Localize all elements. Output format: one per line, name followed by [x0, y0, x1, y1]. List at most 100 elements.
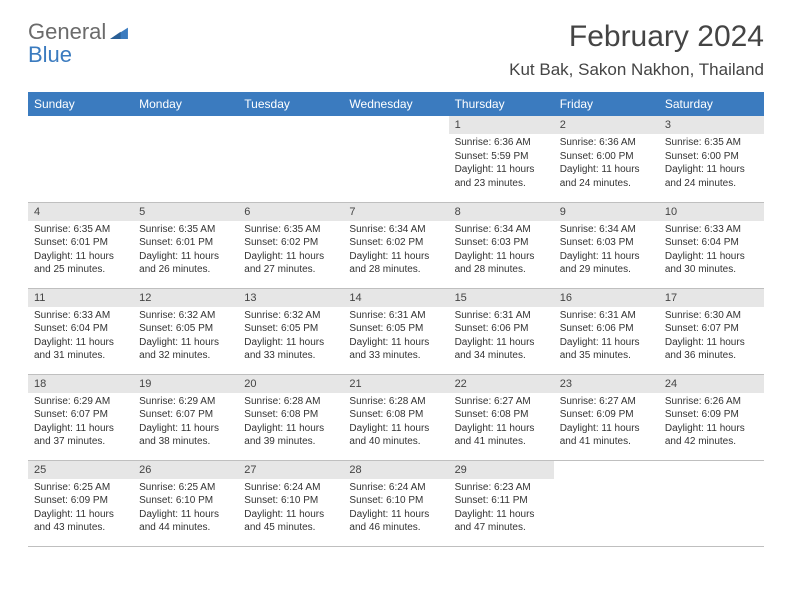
- day-details: Sunrise: 6:34 AMSunset: 6:02 PMDaylight:…: [343, 221, 448, 281]
- day-number: 8: [449, 203, 554, 221]
- sunset-text: Sunset: 6:04 PM: [34, 322, 127, 336]
- calendar-cell: 12Sunrise: 6:32 AMSunset: 6:05 PMDayligh…: [133, 288, 238, 374]
- calendar-cell: [238, 116, 343, 202]
- sunrise-text: Sunrise: 6:31 AM: [349, 309, 442, 323]
- calendar-cell: 10Sunrise: 6:33 AMSunset: 6:04 PMDayligh…: [659, 202, 764, 288]
- calendar-cell: 3Sunrise: 6:35 AMSunset: 6:00 PMDaylight…: [659, 116, 764, 202]
- daylight-text: Daylight: 11 hours and 28 minutes.: [349, 250, 442, 277]
- calendar-cell: 23Sunrise: 6:27 AMSunset: 6:09 PMDayligh…: [554, 374, 659, 460]
- calendar-cell: 7Sunrise: 6:34 AMSunset: 6:02 PMDaylight…: [343, 202, 448, 288]
- weekday-saturday: Saturday: [659, 92, 764, 116]
- sunrise-text: Sunrise: 6:28 AM: [244, 395, 337, 409]
- day-number: 4: [28, 203, 133, 221]
- logo-text-blue: Blue: [28, 42, 72, 67]
- sunset-text: Sunset: 6:01 PM: [34, 236, 127, 250]
- sunrise-text: Sunrise: 6:34 AM: [560, 223, 653, 237]
- day-number: 10: [659, 203, 764, 221]
- calendar-cell: 5Sunrise: 6:35 AMSunset: 6:01 PMDaylight…: [133, 202, 238, 288]
- weekday-sunday: Sunday: [28, 92, 133, 116]
- sunrise-text: Sunrise: 6:32 AM: [244, 309, 337, 323]
- sunrise-text: Sunrise: 6:35 AM: [665, 136, 758, 150]
- calendar-week-row: 1Sunrise: 6:36 AMSunset: 5:59 PMDaylight…: [28, 116, 764, 202]
- day-details: Sunrise: 6:33 AMSunset: 6:04 PMDaylight:…: [659, 221, 764, 281]
- day-number: 28: [343, 461, 448, 479]
- daylight-text: Daylight: 11 hours and 43 minutes.: [34, 508, 127, 535]
- sunset-text: Sunset: 6:11 PM: [455, 494, 548, 508]
- calendar-cell: 26Sunrise: 6:25 AMSunset: 6:10 PMDayligh…: [133, 460, 238, 546]
- day-details: Sunrise: 6:32 AMSunset: 6:05 PMDaylight:…: [133, 307, 238, 367]
- day-details: Sunrise: 6:36 AMSunset: 5:59 PMDaylight:…: [449, 134, 554, 194]
- sunset-text: Sunset: 6:01 PM: [139, 236, 232, 250]
- sunset-text: Sunset: 6:02 PM: [349, 236, 442, 250]
- calendar-cell: [554, 460, 659, 546]
- sunset-text: Sunset: 6:07 PM: [665, 322, 758, 336]
- calendar-cell: 25Sunrise: 6:25 AMSunset: 6:09 PMDayligh…: [28, 460, 133, 546]
- daylight-text: Daylight: 11 hours and 46 minutes.: [349, 508, 442, 535]
- day-number: 17: [659, 289, 764, 307]
- daylight-text: Daylight: 11 hours and 34 minutes.: [455, 336, 548, 363]
- calendar-cell: 6Sunrise: 6:35 AMSunset: 6:02 PMDaylight…: [238, 202, 343, 288]
- logo: GeneralBlue: [28, 20, 129, 66]
- sunset-text: Sunset: 6:06 PM: [455, 322, 548, 336]
- day-details: Sunrise: 6:29 AMSunset: 6:07 PMDaylight:…: [133, 393, 238, 453]
- calendar-cell: 14Sunrise: 6:31 AMSunset: 6:05 PMDayligh…: [343, 288, 448, 374]
- calendar-cell: 29Sunrise: 6:23 AMSunset: 6:11 PMDayligh…: [449, 460, 554, 546]
- sunset-text: Sunset: 6:03 PM: [455, 236, 548, 250]
- calendar-cell: 24Sunrise: 6:26 AMSunset: 6:09 PMDayligh…: [659, 374, 764, 460]
- calendar-cell: 19Sunrise: 6:29 AMSunset: 6:07 PMDayligh…: [133, 374, 238, 460]
- day-details: Sunrise: 6:36 AMSunset: 6:00 PMDaylight:…: [554, 134, 659, 194]
- daylight-text: Daylight: 11 hours and 42 minutes.: [665, 422, 758, 449]
- sunrise-text: Sunrise: 6:34 AM: [349, 223, 442, 237]
- day-details: Sunrise: 6:35 AMSunset: 6:01 PMDaylight:…: [28, 221, 133, 281]
- daylight-text: Daylight: 11 hours and 31 minutes.: [34, 336, 127, 363]
- calendar-cell: 13Sunrise: 6:32 AMSunset: 6:05 PMDayligh…: [238, 288, 343, 374]
- sunrise-text: Sunrise: 6:29 AM: [34, 395, 127, 409]
- sunrise-text: Sunrise: 6:26 AM: [665, 395, 758, 409]
- daylight-text: Daylight: 11 hours and 25 minutes.: [34, 250, 127, 277]
- calendar-week-row: 11Sunrise: 6:33 AMSunset: 6:04 PMDayligh…: [28, 288, 764, 374]
- day-number: 3: [659, 116, 764, 134]
- calendar-week-row: 4Sunrise: 6:35 AMSunset: 6:01 PMDaylight…: [28, 202, 764, 288]
- calendar-cell: 28Sunrise: 6:24 AMSunset: 6:10 PMDayligh…: [343, 460, 448, 546]
- day-number: 5: [133, 203, 238, 221]
- calendar-week-row: 25Sunrise: 6:25 AMSunset: 6:09 PMDayligh…: [28, 460, 764, 546]
- day-number: 13: [238, 289, 343, 307]
- sunset-text: Sunset: 6:04 PM: [665, 236, 758, 250]
- daylight-text: Daylight: 11 hours and 28 minutes.: [455, 250, 548, 277]
- day-number: 2: [554, 116, 659, 134]
- sunrise-text: Sunrise: 6:34 AM: [455, 223, 548, 237]
- daylight-text: Daylight: 11 hours and 47 minutes.: [455, 508, 548, 535]
- day-details: Sunrise: 6:25 AMSunset: 6:09 PMDaylight:…: [28, 479, 133, 539]
- calendar-body: 1Sunrise: 6:36 AMSunset: 5:59 PMDaylight…: [28, 116, 764, 546]
- sunrise-text: Sunrise: 6:33 AM: [34, 309, 127, 323]
- calendar-cell: 27Sunrise: 6:24 AMSunset: 6:10 PMDayligh…: [238, 460, 343, 546]
- day-details: Sunrise: 6:34 AMSunset: 6:03 PMDaylight:…: [554, 221, 659, 281]
- day-number: 12: [133, 289, 238, 307]
- day-number: 19: [133, 375, 238, 393]
- day-number: 20: [238, 375, 343, 393]
- sunset-text: Sunset: 6:07 PM: [34, 408, 127, 422]
- daylight-text: Daylight: 11 hours and 45 minutes.: [244, 508, 337, 535]
- daylight-text: Daylight: 11 hours and 29 minutes.: [560, 250, 653, 277]
- day-number: 1: [449, 116, 554, 134]
- calendar-cell: 18Sunrise: 6:29 AMSunset: 6:07 PMDayligh…: [28, 374, 133, 460]
- daylight-text: Daylight: 11 hours and 37 minutes.: [34, 422, 127, 449]
- day-number: [343, 116, 448, 122]
- calendar-cell: 2Sunrise: 6:36 AMSunset: 6:00 PMDaylight…: [554, 116, 659, 202]
- sunrise-text: Sunrise: 6:25 AM: [139, 481, 232, 495]
- sunset-text: Sunset: 6:10 PM: [139, 494, 232, 508]
- sunset-text: Sunset: 6:02 PM: [244, 236, 337, 250]
- day-details: Sunrise: 6:26 AMSunset: 6:09 PMDaylight:…: [659, 393, 764, 453]
- day-number: 6: [238, 203, 343, 221]
- weekday-thursday: Thursday: [449, 92, 554, 116]
- day-number: 9: [554, 203, 659, 221]
- calendar-cell: 21Sunrise: 6:28 AMSunset: 6:08 PMDayligh…: [343, 374, 448, 460]
- sunset-text: Sunset: 6:08 PM: [349, 408, 442, 422]
- calendar-cell: [28, 116, 133, 202]
- sunrise-text: Sunrise: 6:36 AM: [455, 136, 548, 150]
- sunrise-text: Sunrise: 6:25 AM: [34, 481, 127, 495]
- daylight-text: Daylight: 11 hours and 41 minutes.: [455, 422, 548, 449]
- weekday-monday: Monday: [133, 92, 238, 116]
- calendar-cell: 17Sunrise: 6:30 AMSunset: 6:07 PMDayligh…: [659, 288, 764, 374]
- month-title: February 2024: [509, 20, 764, 54]
